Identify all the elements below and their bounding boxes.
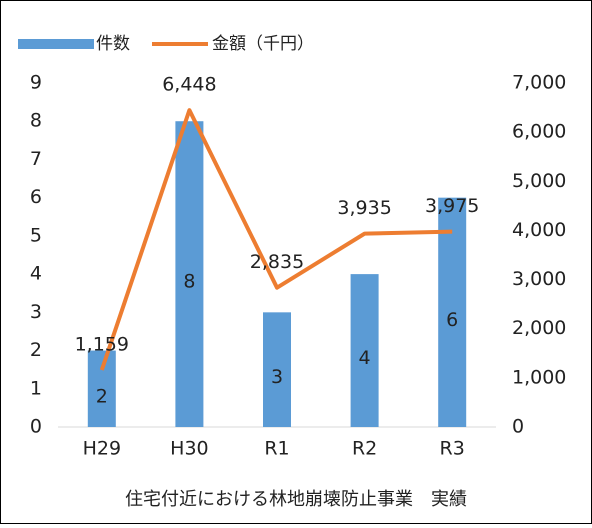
- y2-tick-label: 4,000: [512, 219, 566, 241]
- legend-label: 件数: [96, 34, 130, 54]
- y2-tick-label: 3,000: [512, 268, 566, 290]
- y2-tick-label: 0: [512, 416, 524, 438]
- y-tick-label: 7: [30, 148, 42, 170]
- y-tick-label: 6: [30, 186, 42, 208]
- bar-value-label: 8: [183, 271, 195, 293]
- y-tick-label: 4: [30, 263, 42, 285]
- line-value-label: 3,935: [337, 197, 391, 219]
- x-tick-label: H30: [170, 438, 208, 460]
- bar: [438, 197, 467, 427]
- legend-swatch: [18, 39, 94, 49]
- y2-tick-label: 7,000: [512, 72, 566, 94]
- x-tick-label: R2: [352, 438, 377, 460]
- x-tick-label: R3: [440, 438, 465, 460]
- y2-tick-label: 2,000: [512, 317, 566, 339]
- bar: [263, 312, 291, 427]
- bar-value-label: 2: [96, 385, 108, 407]
- y-tick-label: 9: [30, 72, 42, 94]
- bar-value-label: 6: [446, 309, 458, 331]
- chart-title: 住宅付近における林地崩壊防止事業 実績: [125, 489, 467, 510]
- line-value-label: 2,835: [250, 251, 304, 273]
- y-tick-label: 3: [30, 301, 42, 323]
- y2-tick-label: 1,000: [512, 366, 566, 388]
- bar-value-label: 4: [359, 347, 371, 369]
- y-tick-label: 8: [30, 110, 42, 132]
- y-tick-label: 0: [30, 416, 42, 438]
- line-value-label: 1,159: [75, 334, 129, 356]
- y-tick-label: 2: [30, 339, 42, 361]
- y2-tick-label: 5,000: [512, 170, 566, 192]
- x-tick-label: H29: [83, 438, 121, 460]
- y-tick-label: 5: [30, 224, 42, 246]
- bar: [175, 121, 204, 427]
- line-value-label: 6,448: [162, 74, 216, 96]
- x-tick-label: R1: [264, 438, 289, 460]
- y2-tick-label: 6,000: [512, 121, 566, 143]
- line-value-label: 3,975: [425, 195, 479, 217]
- bar: [87, 350, 116, 427]
- legend-label: 金額（千円）: [212, 34, 314, 54]
- bar: [350, 274, 379, 427]
- bar-value-label: 3: [271, 366, 283, 388]
- line: [99, 108, 453, 371]
- y-tick-label: 1: [30, 377, 42, 399]
